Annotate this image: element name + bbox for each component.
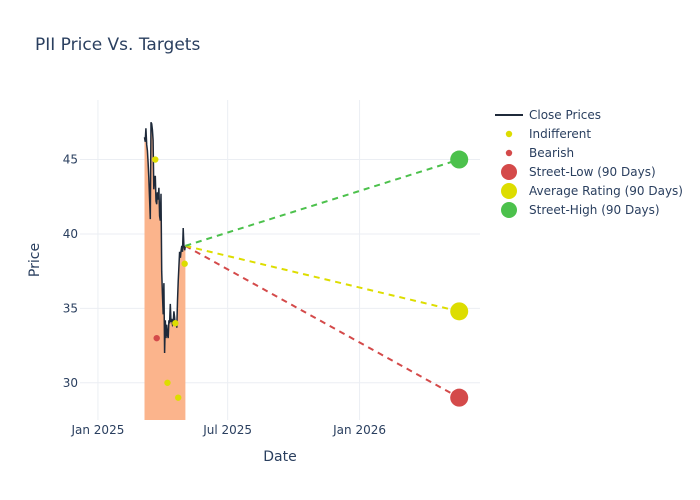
indifferent-point-2	[172, 320, 179, 327]
y-tick-label-3: 45	[63, 153, 78, 167]
legend-item-4[interactable]: Average Rating (90 Days)	[501, 183, 683, 199]
y-tick-label-1: 35	[63, 301, 78, 315]
legend-label-3: Street-Low (90 Days)	[529, 165, 656, 179]
close-price-area	[144, 122, 186, 421]
indifferent-point-0	[152, 156, 159, 163]
indifferent-point-1	[164, 379, 171, 386]
legend-item-2[interactable]: Bearish	[505, 146, 574, 160]
indifferent-point-3	[175, 394, 182, 401]
legend-item-3[interactable]: Street-Low (90 Days)	[501, 164, 656, 180]
close-price-fill	[144, 122, 186, 421]
target-line-0	[184, 244, 460, 399]
legend-item-0[interactable]: Close Prices	[495, 108, 601, 122]
x-axis-title: Date	[263, 449, 296, 465]
chart-title: PII Price Vs. Targets	[35, 35, 200, 55]
target-line-2	[185, 158, 460, 247]
bearish-point-0	[153, 334, 160, 342]
target-end-point-2	[450, 150, 469, 169]
x-axis-ticks: Jan 2025 Jul 2025 Jan 2026	[70, 423, 386, 437]
x-tick-label-1: Jul 2025	[202, 423, 252, 437]
legend-label-4: Average Rating (90 Days)	[529, 184, 683, 198]
legend-swatch-1	[505, 130, 513, 138]
target-end-point-0	[450, 388, 469, 407]
legend-label-0: Close Prices	[529, 108, 601, 122]
y-tick-label-2: 40	[63, 227, 78, 241]
x-tick-label-2: Jan 2026	[332, 423, 386, 437]
legend: Close Prices Indifferent Bearish Street-Low…	[495, 108, 683, 218]
legend-label-1: Indifferent	[529, 127, 591, 141]
grid	[80, 100, 480, 420]
y-tick-label-0: 30	[63, 376, 78, 390]
legend-swatch-2	[505, 149, 513, 157]
x-tick-label-0: Jan 2025	[70, 423, 124, 437]
close-price-series	[143, 121, 187, 354]
legend-swatch-3	[501, 164, 517, 180]
indifferent-point-4	[181, 260, 188, 267]
legend-item-5[interactable]: Street-High (90 Days)	[501, 202, 660, 218]
y-axis-title: Price	[27, 243, 43, 277]
rating-markers	[152, 150, 469, 407]
close-price-line	[143, 121, 187, 354]
legend-label-2: Bearish	[529, 146, 574, 160]
legend-swatch-5	[501, 202, 517, 218]
target-projection-lines	[184, 158, 460, 399]
y-axis-ticks: 30 35 40 45	[63, 153, 78, 390]
legend-item-1[interactable]: Indifferent	[505, 127, 592, 141]
legend-label-5: Street-High (90 Days)	[529, 203, 660, 217]
target-end-point-1	[450, 302, 469, 321]
target-line-1	[185, 244, 460, 313]
legend-swatch-4	[501, 183, 517, 199]
